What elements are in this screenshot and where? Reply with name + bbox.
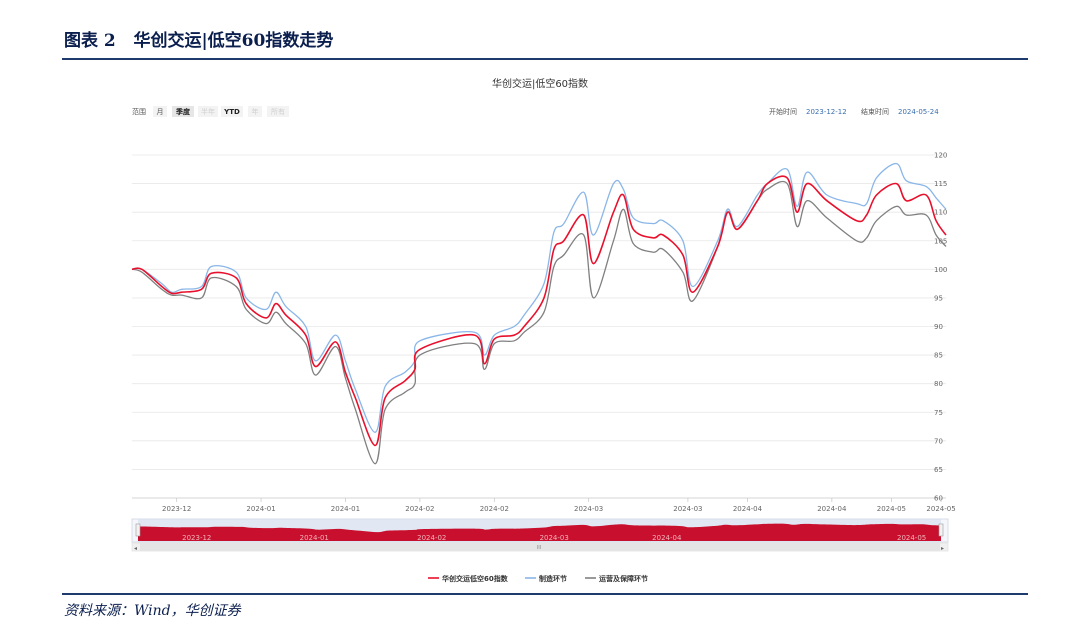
range-label: 范围 xyxy=(132,107,146,116)
legend-item[interactable]: 制造环节 xyxy=(525,574,567,583)
end-date-input[interactable]: 2024-05-24 xyxy=(898,108,939,116)
series-lines xyxy=(131,162,947,465)
range-button-month[interactable] xyxy=(153,106,167,117)
y-tick-label: 80 xyxy=(934,380,943,388)
end-date-label: 结束时间 xyxy=(861,107,889,116)
bottom-rule xyxy=(62,593,1028,595)
navigator-label: 2024-01 xyxy=(300,534,329,542)
legend-label: 华创交运低空60指数 xyxy=(442,574,509,583)
series-line-operations xyxy=(131,180,947,465)
scroll-grip-icon[interactable]: III xyxy=(537,545,541,551)
y-tick-label: 65 xyxy=(934,466,943,474)
range-button-halfyear-label: 半年 xyxy=(201,107,215,116)
scrollbar-thumb[interactable] xyxy=(140,543,940,551)
legend-label: 制造环节 xyxy=(539,574,567,583)
navigator-left-handle[interactable] xyxy=(135,523,141,537)
start-date-label: 开始时间 xyxy=(769,107,797,116)
y-tick-label: 120 xyxy=(934,152,947,160)
range-button-ytd[interactable] xyxy=(221,106,243,117)
x-tick-label: 2023-12 xyxy=(162,505,191,513)
navigator-label: 2024-03 xyxy=(540,534,569,542)
x-tick-label: 2024-02 xyxy=(405,505,434,513)
range-button-halfyear xyxy=(198,106,218,117)
range-selector: 范围 月 季度 半年 YTD 年 所有 xyxy=(132,106,289,117)
figure-title: 图表 2 华创交运|低空60指数走势 xyxy=(64,31,334,51)
navigator: 2023-12 2024-01 2024-02 2024-03 2024-04 2024-… xyxy=(131,518,949,552)
top-rule xyxy=(62,58,1028,60)
x-axis: 2023-12 2024-01 2024-01 2024-02 2024-02 2024-… xyxy=(162,498,956,513)
y-tick-label: 100 xyxy=(934,266,947,274)
series-line-manufacturing xyxy=(131,162,947,433)
scroll-left-arrow-icon[interactable]: ◂ xyxy=(134,545,137,552)
y-tick-label: 70 xyxy=(934,437,943,445)
source-note: 资料来源：Wind，华创证券 xyxy=(64,603,241,619)
range-button-year-label: 年 xyxy=(252,107,259,116)
x-tick-label: 2024-03 xyxy=(574,505,603,513)
y-tick-label: 60 xyxy=(934,495,943,503)
scroll-right-arrow-icon[interactable]: ▸ xyxy=(941,545,944,552)
range-button-quarter-label: 季度 xyxy=(175,107,191,116)
navigator-label: 2024-02 xyxy=(417,534,446,542)
chart-title: 华创交运|低空60指数 xyxy=(492,77,588,90)
legend-item[interactable]: 华创交运低空60指数 xyxy=(428,574,509,583)
y-tick-label: 110 xyxy=(934,209,947,217)
y-tick-label: 95 xyxy=(934,294,943,302)
legend-item[interactable]: 运营及保障环节 xyxy=(585,574,648,583)
x-tick-label: 2024-05 xyxy=(877,505,906,513)
range-button-all-label: 所有 xyxy=(271,107,285,116)
series-line-low-altitude-index xyxy=(131,175,947,447)
range-button-quarter[interactable] xyxy=(172,106,194,117)
x-tick-label: 2024-01 xyxy=(246,505,275,513)
navigator-right-handle[interactable] xyxy=(938,523,944,537)
x-tick-label: 2024-05 xyxy=(926,505,955,513)
navigator-labels: 2023-12 2024-01 2024-02 2024-03 2024-04 2024-… xyxy=(182,534,926,542)
y-tick-label: 85 xyxy=(934,352,943,360)
navigator-label: 2024-04 xyxy=(652,534,682,542)
range-button-month-label: 月 xyxy=(157,108,164,116)
x-tick-label: 2024-02 xyxy=(480,505,509,513)
x-tick-label: 2024-01 xyxy=(331,505,360,513)
navigator-area xyxy=(138,523,941,541)
navigator-label: 2024-05 xyxy=(897,534,926,542)
range-button-all xyxy=(267,106,289,117)
range-button-ytd-label: YTD xyxy=(223,108,240,116)
range-button-year xyxy=(248,106,262,117)
date-range: 开始时间 2023-12-12 结束时间 2024-05-24 xyxy=(769,107,939,116)
legend-label: 运营及保障环节 xyxy=(599,574,648,583)
x-tick-label: 2024-04 xyxy=(733,505,763,513)
y-tick-label: 90 xyxy=(934,323,943,331)
y-tick-label: 75 xyxy=(934,409,943,417)
x-tick-label: 2024-04 xyxy=(817,505,847,513)
grid xyxy=(132,154,946,499)
x-tick-label: 2024-03 xyxy=(673,505,702,513)
y-tick-label: 115 xyxy=(934,180,947,188)
navigator-label: 2023-12 xyxy=(182,534,211,542)
start-date-input[interactable]: 2023-12-12 xyxy=(806,108,847,116)
legend: 华创交运低空60指数 制造环节 运营及保障环节 xyxy=(428,574,648,583)
